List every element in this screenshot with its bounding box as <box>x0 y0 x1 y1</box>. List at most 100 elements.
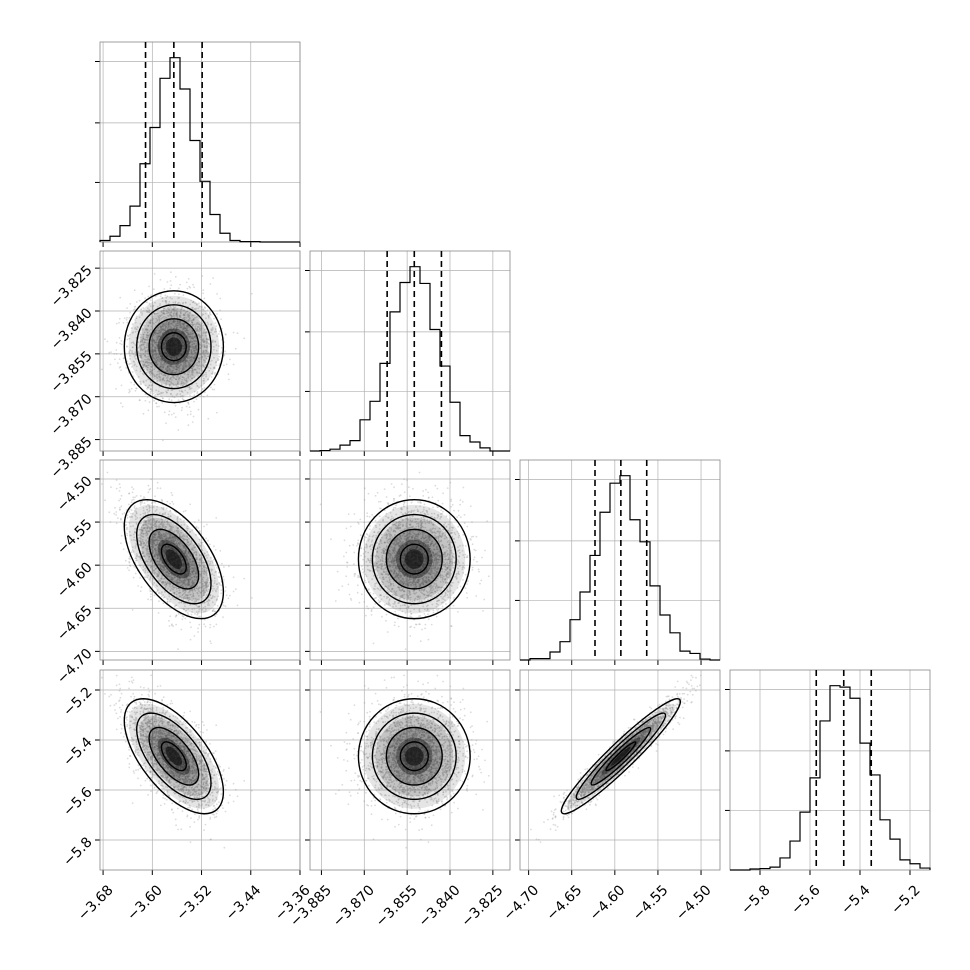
scatter-point <box>183 343 186 346</box>
scatter-point <box>204 361 207 364</box>
scatter-point <box>152 392 155 395</box>
scatter-point <box>187 346 190 349</box>
scatter-point <box>142 380 145 383</box>
scatter-point <box>181 376 184 378</box>
scatter-point <box>218 582 221 585</box>
scatter-point <box>176 319 179 322</box>
scatter-point <box>174 275 177 278</box>
scatter-point <box>134 305 137 308</box>
scatter-point <box>143 331 146 334</box>
scatter-point <box>143 502 146 504</box>
scatter-point <box>156 380 159 383</box>
scatter-point <box>213 348 215 351</box>
scatter-point <box>213 317 216 320</box>
scatter-point <box>200 345 203 348</box>
scatter-point <box>168 383 171 386</box>
scatter-point <box>202 341 205 343</box>
scatter-point <box>154 350 157 352</box>
scatter-point <box>187 351 189 353</box>
scatter-point <box>189 346 192 348</box>
scatter-point <box>115 349 118 351</box>
scatter-point <box>182 331 185 334</box>
scatter-point <box>150 598 152 601</box>
scatter-point <box>173 311 176 314</box>
scatter-point <box>168 363 171 366</box>
scatter-point <box>187 347 190 350</box>
scatter-point <box>140 348 143 350</box>
scatter-point <box>134 572 137 575</box>
scatter-point <box>198 360 200 363</box>
scatter-point <box>164 338 167 340</box>
scatter-point <box>162 334 165 337</box>
scatter-point <box>204 349 207 352</box>
scatter-point <box>201 339 204 342</box>
scatter-point <box>169 322 172 325</box>
scatter-point <box>186 365 188 367</box>
scatter-point <box>191 337 194 340</box>
scatter-point <box>194 352 197 354</box>
scatter-point <box>190 380 192 382</box>
scatter-point <box>213 558 215 561</box>
scatter-point <box>169 365 172 368</box>
scatter-point <box>193 521 196 523</box>
scatter-point <box>169 364 172 366</box>
scatter-point <box>134 321 137 324</box>
scatter-point <box>164 360 167 363</box>
scatter-point <box>185 335 188 338</box>
scatter-point <box>187 332 190 335</box>
scatter-point <box>153 360 156 363</box>
scatter-point <box>193 339 195 342</box>
scatter-point <box>188 285 191 288</box>
scatter-point <box>170 314 173 317</box>
scatter-point <box>196 371 198 373</box>
scatter-point <box>160 395 163 398</box>
scatter-point <box>158 349 161 352</box>
scatter-point <box>220 592 223 595</box>
scatter-point <box>155 389 158 391</box>
scatter-point <box>191 345 194 348</box>
scatter-point <box>196 344 198 346</box>
scatter-point <box>166 331 169 333</box>
scatter-point <box>167 326 169 329</box>
scatter-point <box>203 382 206 385</box>
scatter-point <box>186 356 189 358</box>
scatter-point <box>174 306 177 309</box>
scatter-point <box>156 335 158 338</box>
scatter-point <box>188 314 190 317</box>
scatter-point <box>164 300 167 302</box>
scatter-point <box>183 345 186 348</box>
scatter-point <box>184 359 187 362</box>
scatter-point <box>155 395 158 398</box>
scatter-point <box>149 374 152 377</box>
scatter-point <box>210 359 213 362</box>
scatter-point <box>154 331 156 334</box>
scatter-point <box>166 330 168 333</box>
scatter-point <box>193 350 195 352</box>
scatter-point <box>213 366 215 369</box>
scatter-point <box>139 356 142 359</box>
scatter-point <box>176 365 178 368</box>
scatter-point <box>200 327 203 330</box>
scatter-point <box>160 359 163 362</box>
scatter-point <box>174 310 176 312</box>
scatter-point <box>171 334 174 337</box>
scatter-point <box>144 339 147 341</box>
scatter-point <box>155 343 158 346</box>
scatter-point <box>173 325 176 327</box>
scatter-panel-1-2 <box>95 250 301 456</box>
scatter-point <box>186 310 188 313</box>
scatter-point <box>165 309 168 312</box>
scatter-point <box>185 336 187 339</box>
scatter-point <box>141 364 144 366</box>
scatter-point <box>167 306 170 309</box>
scatter-point <box>195 330 198 332</box>
scatter-point <box>173 356 176 358</box>
scatter-point <box>152 305 155 307</box>
scatter-point <box>147 491 150 494</box>
scatter-point <box>160 361 162 364</box>
scatter-point <box>167 311 170 314</box>
scatter-point <box>165 322 167 325</box>
scatter-point <box>214 549 217 551</box>
scatter-point <box>200 336 203 339</box>
scatter-point <box>137 376 140 378</box>
